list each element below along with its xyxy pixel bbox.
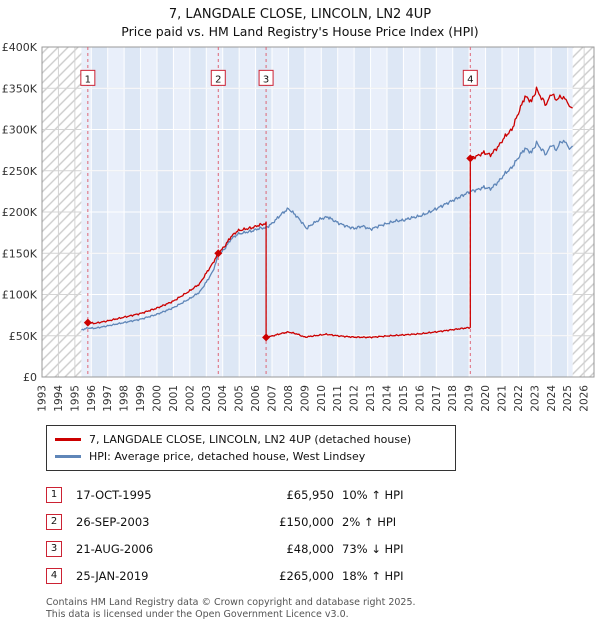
svg-text:2022: 2022 [513,385,525,412]
svg-text:2002: 2002 [184,385,196,412]
svg-text:2010: 2010 [316,385,328,412]
svg-text:2020: 2020 [480,385,492,412]
svg-text:2007: 2007 [267,385,279,412]
svg-text:1996: 1996 [86,385,98,412]
page-subtitle: Price paid vs. HM Land Registry's House … [121,24,479,39]
svg-text:£50K: £50K [9,330,38,343]
legend-row-hpi: HPI: Average price, detached house, West… [55,448,447,465]
license-footer: Contains HM Land Registry data © Crown c… [46,597,600,622]
transaction-date: 25-JAN-2019 [76,568,149,583]
page-title: 7, LANGDALE CLOSE, LINCOLN, LN2 4UP [168,7,432,22]
svg-text:2019: 2019 [464,385,476,412]
svg-text:1998: 1998 [119,385,131,412]
svg-text:1995: 1995 [69,385,81,412]
svg-text:1: 1 [85,74,91,85]
transaction-price: £65,950 [286,487,334,502]
transaction-price: £150,000 [279,514,334,529]
svg-text:2001: 2001 [168,385,180,412]
property-line-swatch [55,438,81,441]
svg-text:2015: 2015 [398,385,410,412]
svg-text:£250K: £250K [2,165,38,178]
transaction-hpi-delta: 10% ↑ HPI [342,487,404,502]
transaction-hpi-delta: 18% ↑ HPI [342,568,404,583]
legend-property-label: 7, LANGDALE CLOSE, LINCOLN, LN2 4UP (det… [89,433,412,446]
svg-text:2018: 2018 [447,385,459,412]
svg-text:£200K: £200K [2,206,38,219]
svg-text:2025: 2025 [562,385,574,412]
svg-text:2: 2 [215,74,221,85]
svg-text:1994: 1994 [53,385,65,412]
svg-text:2011: 2011 [332,385,344,412]
svg-text:£100K: £100K [2,289,38,302]
svg-text:2024: 2024 [546,385,558,412]
legend-row-property: 7, LANGDALE CLOSE, LINCOLN, LN2 4UP (det… [55,431,447,448]
svg-text:2008: 2008 [283,385,295,412]
svg-text:2017: 2017 [431,385,443,412]
svg-text:2021: 2021 [497,385,509,412]
hpi-line-swatch [55,455,81,458]
svg-text:2004: 2004 [217,385,229,412]
svg-text:3: 3 [263,74,269,85]
transaction-hpi-delta: 2% ↑ HPI [342,514,397,529]
transaction-hpi-delta: 73% ↓ HPI [342,541,404,556]
transaction-number-badge: 4 [46,567,62,584]
transaction-date: 21-AUG-2006 [76,541,154,556]
svg-text:£150K: £150K [2,247,38,260]
transaction-number-badge: 2 [46,513,62,530]
svg-text:2009: 2009 [299,385,311,412]
transaction-price: £48,000 [286,541,334,556]
svg-text:1999: 1999 [135,385,147,412]
svg-text:£300K: £300K [2,124,38,137]
svg-text:4: 4 [467,74,473,85]
svg-text:1997: 1997 [102,385,114,412]
transaction-date: 17-OCT-1995 [76,487,152,502]
transaction-date: 26-SEP-2003 [76,514,150,529]
transactions-table: 1 17-OCT-1995 £65,950 10% ↑ HPI 2 26-SEP… [46,481,600,589]
svg-text:£350K: £350K [2,82,38,95]
transaction-number-badge: 3 [46,540,62,557]
transaction-row: 1 17-OCT-1995 £65,950 10% ↑ HPI [46,481,600,508]
footer-line-2: This data is licensed under the Open Gov… [46,609,349,621]
house-price-chart-page: 7, LANGDALE CLOSE, LINCOLN, LN2 4UP Pric… [0,7,600,622]
svg-text:2014: 2014 [382,385,394,412]
svg-text:2023: 2023 [529,385,541,412]
svg-text:£400K: £400K [2,41,38,54]
svg-text:1993: 1993 [37,385,49,412]
legend-hpi-label: HPI: Average price, detached house, West… [89,450,366,463]
chart-legend: 7, LANGDALE CLOSE, LINCOLN, LN2 4UP (det… [46,425,456,471]
transaction-price: £265,000 [279,568,334,583]
svg-text:2016: 2016 [414,385,426,412]
svg-text:2026: 2026 [579,385,591,412]
transaction-row: 2 26-SEP-2003 £150,000 2% ↑ HPI [46,508,600,535]
footer-line-1: Contains HM Land Registry data © Crown c… [46,597,416,608]
svg-text:2006: 2006 [250,385,262,412]
svg-text:2013: 2013 [365,385,377,412]
price-history-chart: 1 2 3 4 £0 £50K £100K £150K £200K £250K £300K £350K… [2,41,595,412]
svg-text:2005: 2005 [234,385,246,412]
transaction-row: 3 21-AUG-2006 £48,000 73% ↓ HPI [46,535,600,562]
svg-text:£0: £0 [23,371,37,384]
transaction-row: 4 25-JAN-2019 £265,000 18% ↑ HPI [46,562,600,589]
svg-text:2003: 2003 [201,385,213,412]
svg-text:2000: 2000 [152,385,164,412]
svg-text:2012: 2012 [349,385,361,412]
transaction-number-badge: 1 [46,486,62,503]
